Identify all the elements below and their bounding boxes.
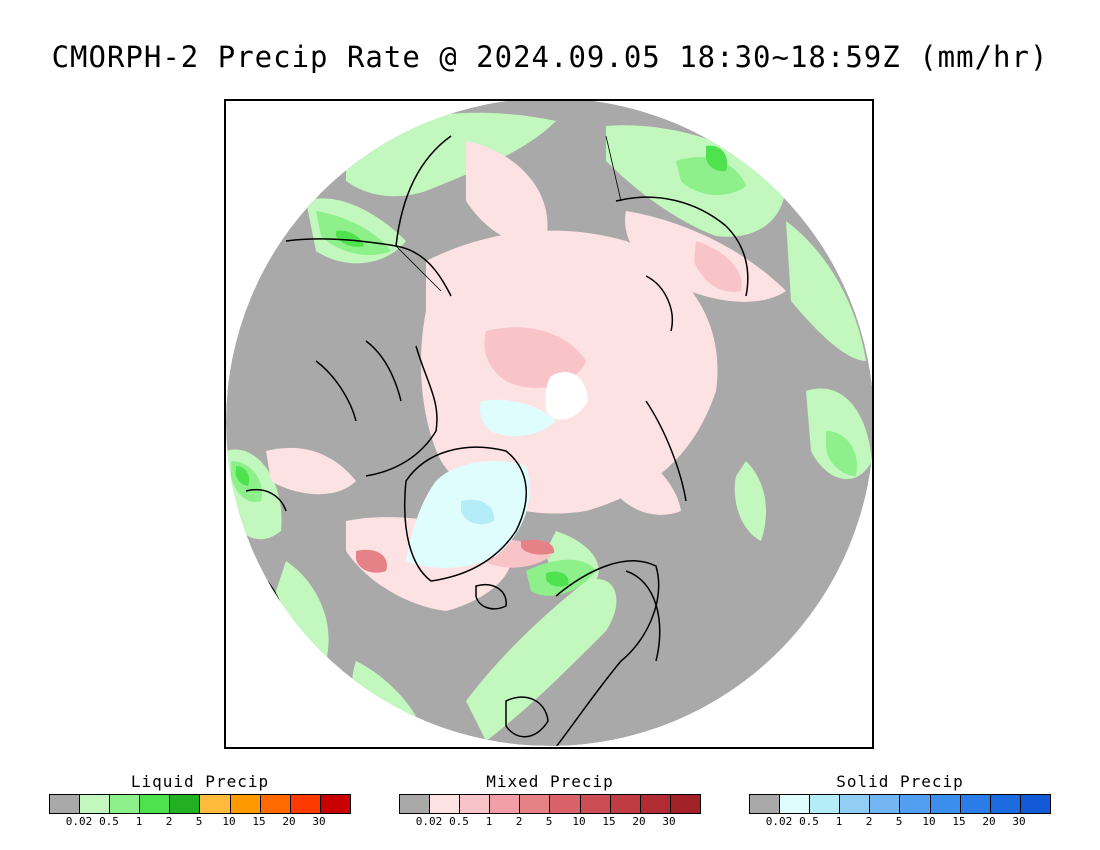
legend-mixed-swatch — [490, 795, 521, 813]
tick-label: 15 — [252, 815, 266, 828]
tick-label: 0.02 — [415, 815, 443, 828]
legend-solid-ticks: 0.02 0.5 1 2 5 10 15 20 30 — [749, 814, 1051, 828]
tick-label: 20 — [632, 815, 646, 828]
liquid-precip-heavy — [235, 145, 728, 587]
legend-liquid: Liquid Precip 0.02 0.5 1 2 5 10 15 20 30 — [49, 772, 351, 828]
tick-label: 5 — [195, 815, 203, 828]
legend-liquid-title: Liquid Precip — [130, 772, 270, 791]
legend-liquid-swatch — [80, 795, 111, 813]
tick-label: 2 — [165, 815, 173, 828]
polar-map[interactable] — [224, 99, 874, 749]
tick-label: 0.02 — [65, 815, 93, 828]
legend-solid: Solid Precip 0.02 0.5 1 2 5 10 15 20 30 — [749, 772, 1051, 828]
legend-mixed-swatch — [430, 795, 461, 813]
borders — [395, 135, 622, 292]
legend-solid-swatch — [900, 795, 931, 813]
tick-label: 20 — [982, 815, 996, 828]
legend-mixed-title: Mixed Precip — [486, 772, 614, 791]
tick-label: 2 — [515, 815, 523, 828]
legend-liquid-swatch — [230, 795, 261, 813]
legend-mixed-swatch — [460, 795, 491, 813]
legend-mixed: Mixed Precip 0.02 0.5 1 2 5 10 15 20 30 — [399, 772, 701, 828]
solid-precip-areas — [406, 372, 588, 568]
legend-liquid-swatch — [320, 795, 350, 813]
tick-label: 0.02 — [765, 815, 793, 828]
tick-label: 15 — [602, 815, 616, 828]
legend-mixed-swatch — [400, 795, 431, 813]
legend-solid-swatch — [870, 795, 901, 813]
legend-mixed-swatch — [640, 795, 671, 813]
tick-label: 5 — [895, 815, 903, 828]
legend-mixed-ticks: 0.02 0.5 1 2 5 10 15 20 30 — [399, 814, 701, 828]
tick-label: 10 — [922, 815, 936, 828]
tick-label: 1 — [835, 815, 843, 828]
legend-liquid-colorbar — [49, 794, 351, 814]
legend-liquid-swatch — [170, 795, 201, 813]
legend-solid-swatch — [810, 795, 841, 813]
legend-liquid-ticks: 0.02 0.5 1 2 5 10 15 20 30 — [49, 814, 351, 828]
legend-liquid-swatch — [50, 795, 81, 813]
tick-label: 1 — [485, 815, 493, 828]
tick-label: 30 — [1012, 815, 1026, 828]
tick-label: 10 — [222, 815, 236, 828]
tick-label: 0.5 — [449, 815, 469, 828]
legend-solid-swatch — [930, 795, 961, 813]
legend-solid-swatch — [1020, 795, 1050, 813]
legend-mixed-swatch — [580, 795, 611, 813]
legend-mixed-swatch — [520, 795, 551, 813]
legend-mixed-swatch — [610, 795, 641, 813]
legend-solid-swatch — [960, 795, 991, 813]
legend-solid-swatch — [840, 795, 871, 813]
mixed-precip-heavy — [356, 539, 555, 573]
tick-label: 2 — [865, 815, 873, 828]
tick-label: 15 — [952, 815, 966, 828]
legend-solid-swatch — [750, 795, 781, 813]
tick-label: 5 — [545, 815, 553, 828]
tick-label: 0.5 — [799, 815, 819, 828]
legend-mixed-swatch — [670, 795, 700, 813]
legend-liquid-swatch — [260, 795, 291, 813]
tick-label: 30 — [312, 815, 326, 828]
legend-solid-swatch — [990, 795, 1021, 813]
tick-label: 0.5 — [99, 815, 119, 828]
legend-liquid-swatch — [110, 795, 141, 813]
tick-label: 10 — [572, 815, 586, 828]
legend-solid-swatch — [780, 795, 811, 813]
legend-liquid-swatch — [140, 795, 171, 813]
legend-liquid-swatch — [290, 795, 321, 813]
tick-label: 30 — [662, 815, 676, 828]
tick-label: 1 — [135, 815, 143, 828]
legend-liquid-swatch — [200, 795, 231, 813]
legend-mixed-swatch — [550, 795, 581, 813]
page-title: CMORPH-2 Precip Rate @ 2024.09.05 18:30~… — [51, 40, 1049, 74]
tick-label: 20 — [282, 815, 296, 828]
legend-solid-colorbar — [749, 794, 1051, 814]
legend-mixed-colorbar — [399, 794, 701, 814]
map-canvas — [226, 101, 872, 746]
coastlines — [245, 135, 749, 746]
legend-solid-title: Solid Precip — [836, 772, 964, 791]
